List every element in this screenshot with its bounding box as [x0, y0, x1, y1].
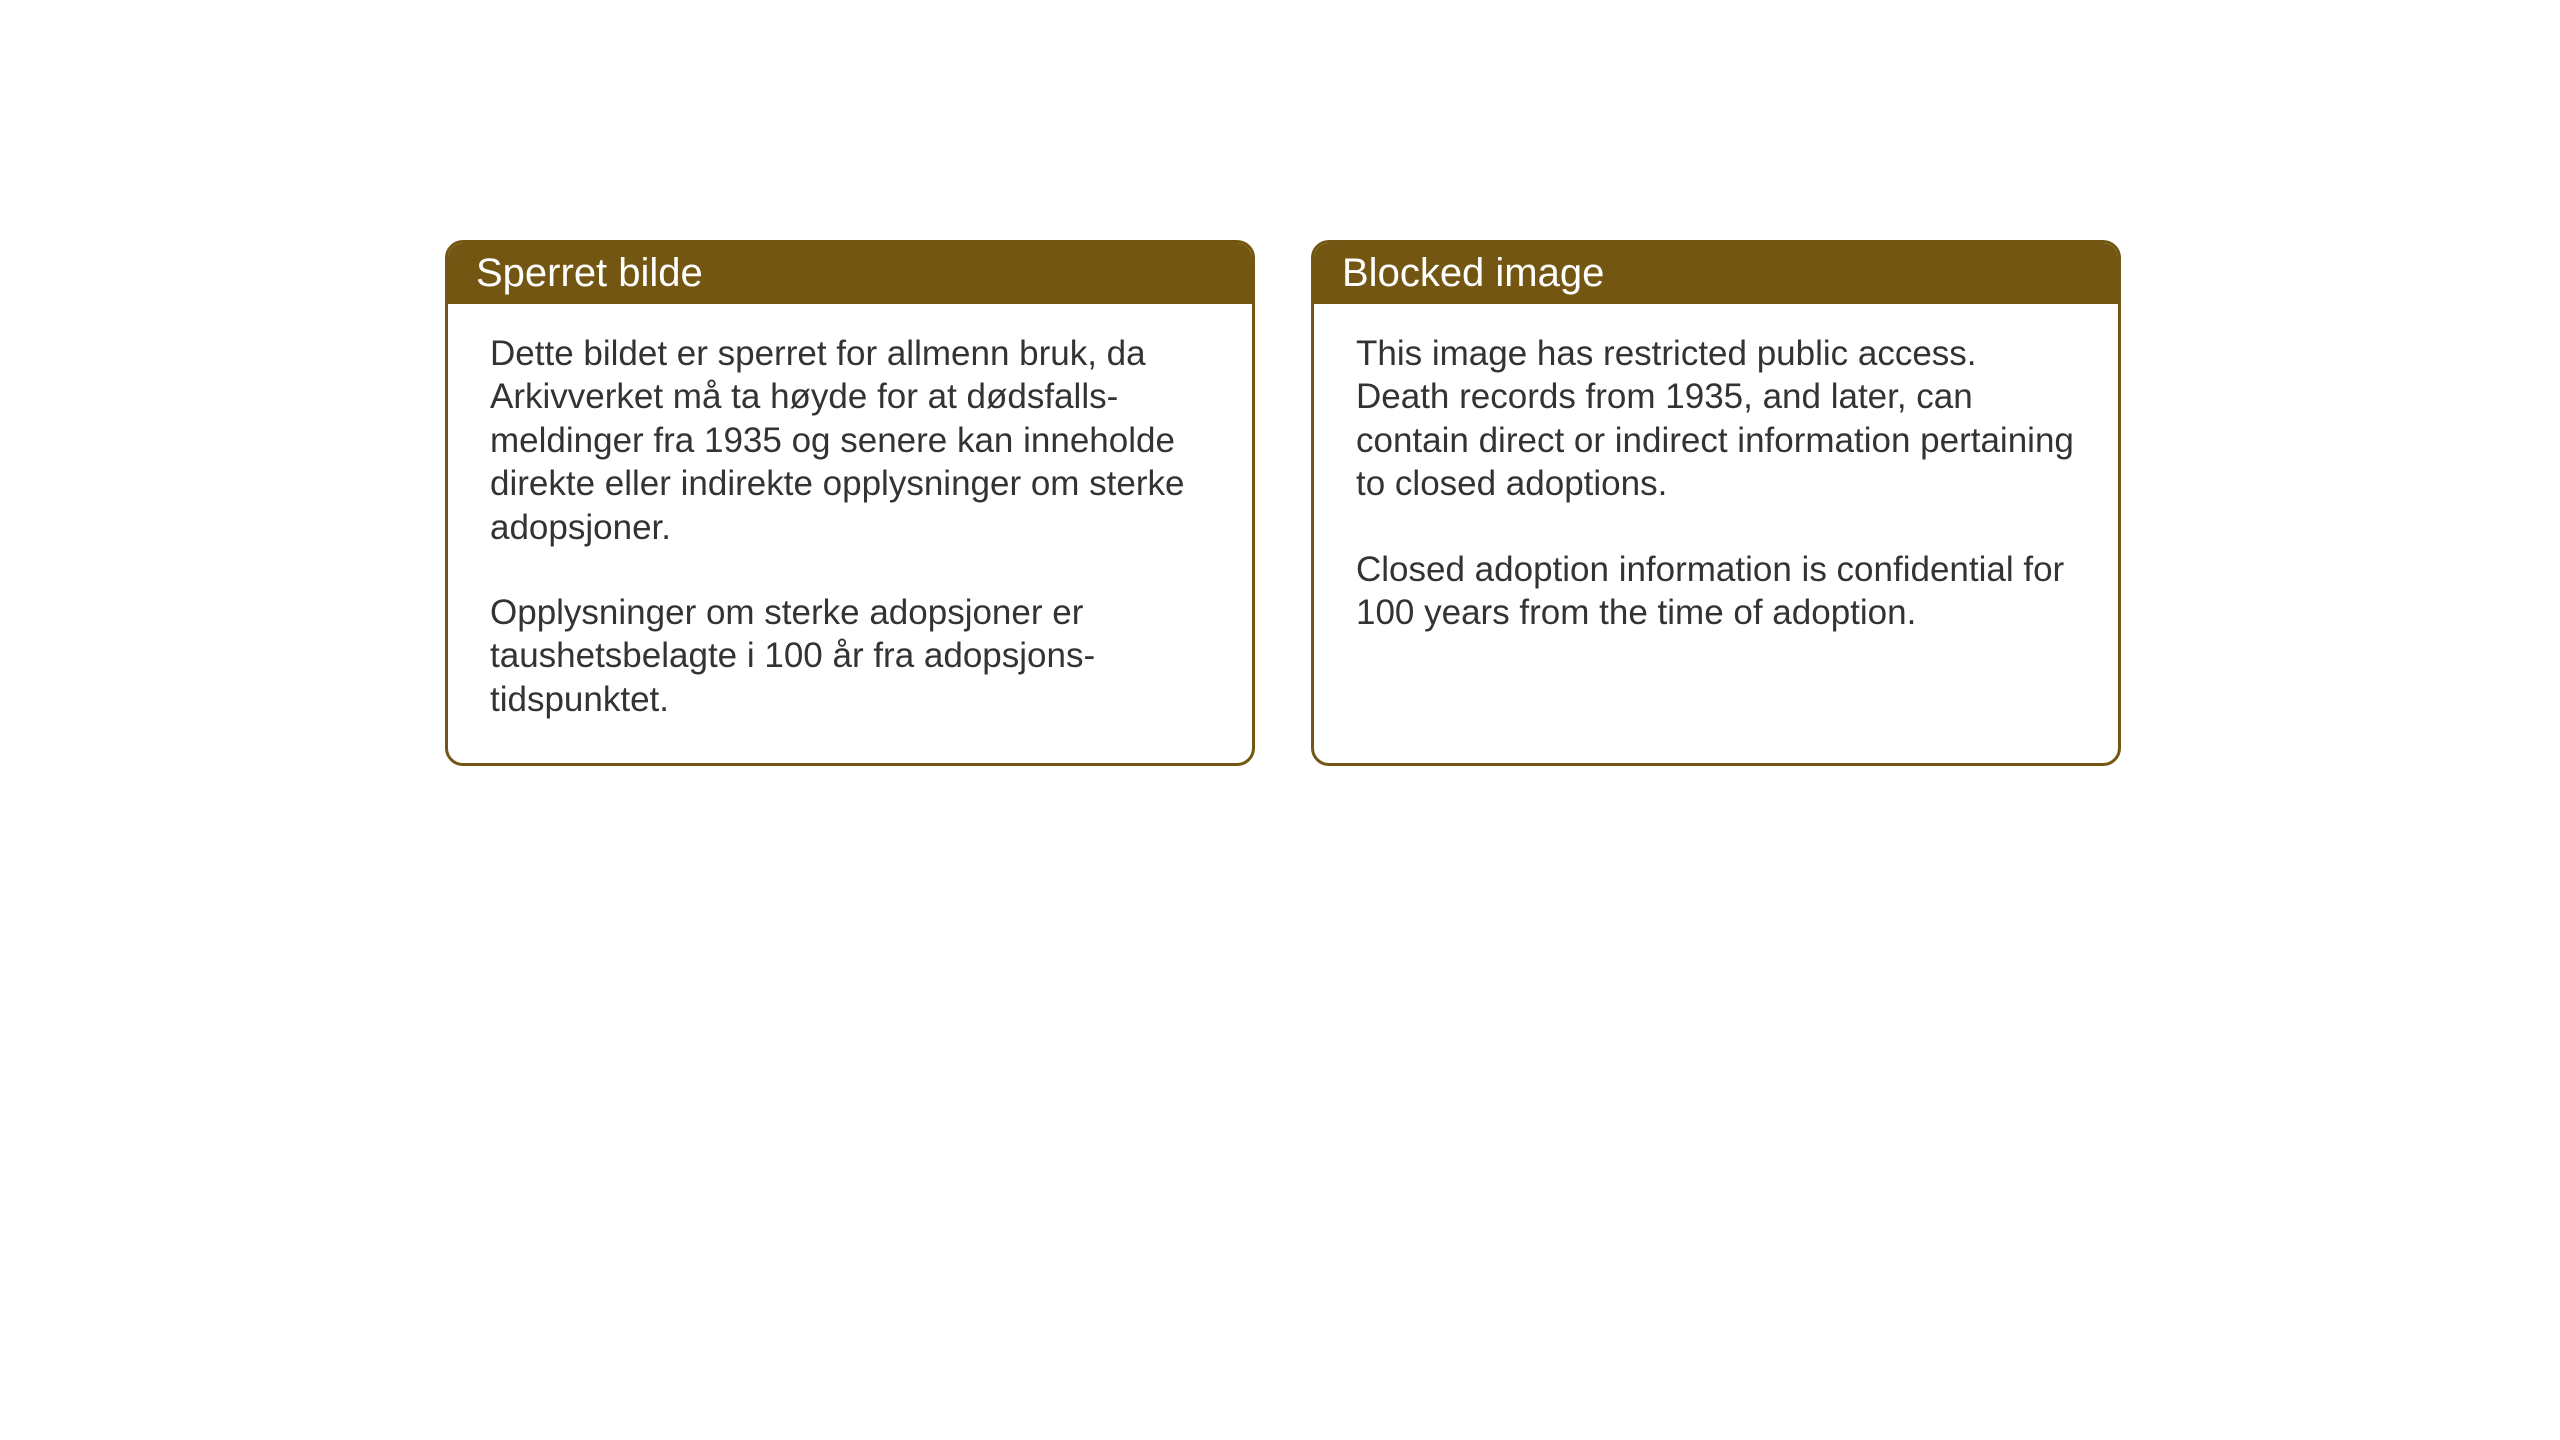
notice-title-english: Blocked image	[1342, 251, 1604, 295]
notice-body-english: This image has restricted public access.…	[1314, 304, 2118, 724]
notice-body-norwegian: Dette bildet er sperret for allmenn bruk…	[448, 304, 1252, 763]
notice-box-english: Blocked image This image has restricted …	[1311, 240, 2121, 766]
notice-header-norwegian: Sperret bilde	[448, 243, 1252, 304]
notice-title-norwegian: Sperret bilde	[476, 251, 703, 295]
notice-container: Sperret bilde Dette bildet er sperret fo…	[445, 240, 2121, 766]
notice-paragraph-1-norwegian: Dette bildet er sperret for allmenn bruk…	[490, 332, 1210, 549]
notice-header-english: Blocked image	[1314, 243, 2118, 304]
notice-paragraph-1-english: This image has restricted public access.…	[1356, 332, 2076, 506]
notice-paragraph-2-norwegian: Opplysninger om sterke adopsjoner er tau…	[490, 591, 1210, 721]
notice-box-norwegian: Sperret bilde Dette bildet er sperret fo…	[445, 240, 1255, 766]
notice-paragraph-2-english: Closed adoption information is confident…	[1356, 548, 2076, 635]
